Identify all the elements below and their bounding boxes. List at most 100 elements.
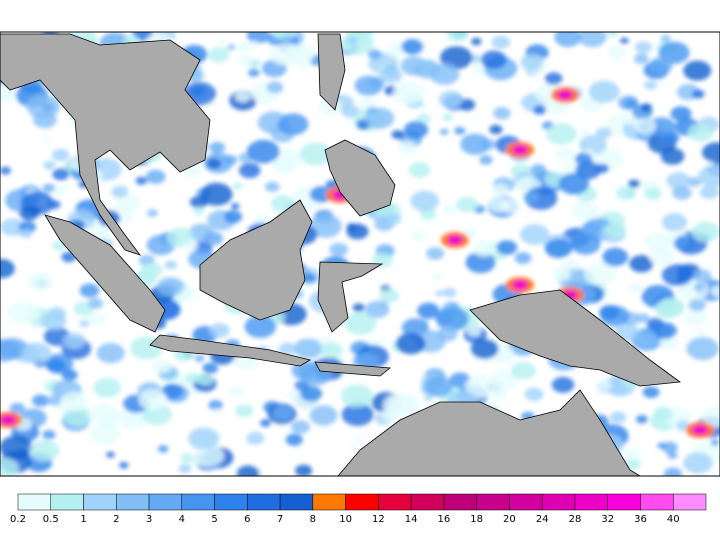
rain-cell	[188, 427, 220, 450]
rain-cell	[340, 384, 374, 408]
colorbar-label: 0.2	[10, 514, 26, 525]
rain-cell	[667, 451, 678, 459]
rain-cell	[609, 411, 627, 424]
rain-cell	[442, 113, 454, 122]
rain-cell	[300, 385, 323, 402]
rain-cell	[380, 67, 403, 84]
rain-cell	[544, 238, 573, 259]
rain-cell	[246, 431, 265, 445]
rain-cell	[329, 242, 349, 257]
rain-cell	[520, 224, 550, 245]
rain-cell	[554, 32, 582, 47]
rain-cell	[346, 35, 358, 44]
colorbar-label: 16	[438, 514, 451, 525]
rain-cell	[640, 103, 653, 112]
rain-cell	[530, 164, 547, 176]
rain-cell	[147, 209, 159, 217]
rain-cell	[490, 370, 519, 390]
rain-cell	[135, 176, 147, 185]
colorbar-swatch	[476, 493, 510, 511]
rain-cell	[391, 130, 405, 140]
land	[0, 33, 682, 476]
colorbar-swatch	[410, 493, 445, 511]
rain-cell	[683, 452, 713, 474]
rain-cell	[164, 260, 178, 270]
lesser-sunda	[314, 361, 392, 377]
rain-cell	[466, 326, 482, 337]
rain-cell	[388, 394, 421, 418]
colorbar-swatch	[345, 493, 379, 511]
rain-cell	[606, 45, 627, 60]
colorbar-swatch	[148, 493, 183, 511]
rain-cell	[260, 419, 271, 427]
rain-cell	[87, 297, 104, 309]
rain-cell	[670, 106, 692, 122]
rain-cell	[602, 247, 629, 267]
rain-cell	[346, 223, 369, 240]
colorbar-label: 4	[179, 514, 185, 525]
rain-cell	[208, 400, 223, 411]
rain-cell	[249, 41, 260, 49]
rain-cell	[552, 267, 572, 282]
colorbar-label: 18	[470, 514, 483, 525]
rain-cell	[295, 464, 313, 476]
rain-cell	[378, 288, 400, 303]
rain-cell	[298, 62, 309, 70]
colorbar-label: 28	[569, 514, 582, 525]
rain-cell	[246, 32, 271, 44]
rain-cell	[644, 80, 658, 90]
rain-cell	[574, 152, 593, 166]
rain-cell	[111, 185, 129, 198]
rain-cell	[479, 155, 493, 165]
rain-cell	[194, 354, 205, 362]
colorbar-swatch	[509, 493, 543, 511]
colorbar-label: 40	[667, 514, 680, 525]
rain-cell	[699, 185, 720, 200]
rain-cell	[392, 81, 426, 105]
rain-cell	[79, 283, 100, 298]
rain-cell	[264, 181, 280, 193]
rain-cell	[193, 206, 205, 215]
rain-cell	[710, 285, 720, 298]
rain-cell	[693, 282, 706, 292]
colorbar-swatch	[181, 493, 215, 511]
heavy-rain-core	[512, 280, 528, 290]
rain-cell	[26, 272, 54, 291]
rain-cell	[710, 439, 720, 447]
rain-cell	[443, 204, 457, 215]
rain-cell	[302, 272, 317, 283]
rain-cell	[411, 231, 426, 241]
rain-cell	[500, 198, 522, 214]
rain-cell	[595, 127, 612, 139]
rain-cell	[635, 41, 652, 54]
rain-cell	[375, 338, 386, 346]
rain-cell	[202, 362, 219, 374]
rain-cell	[196, 373, 214, 386]
rain-cell	[472, 240, 496, 257]
rain-cell	[178, 464, 192, 474]
rain-cell	[364, 107, 395, 129]
rain-cell	[320, 342, 343, 359]
rain-cell	[19, 229, 33, 239]
rain-cell	[470, 338, 499, 359]
rain-cell	[424, 395, 433, 402]
rain-cell	[42, 138, 52, 145]
rain-cell	[438, 90, 464, 109]
rain-cell	[431, 272, 442, 281]
rain-cell	[694, 328, 705, 337]
rain-cell	[204, 231, 224, 246]
colorbar-label: 5	[211, 514, 217, 525]
rain-cell	[437, 326, 458, 342]
rain-cell	[401, 38, 424, 55]
rain-cell	[456, 196, 479, 213]
australia	[337, 389, 641, 476]
rain-cell	[285, 433, 303, 446]
rain-cell	[32, 394, 50, 407]
rain-cell	[42, 183, 55, 193]
rain-cell	[386, 213, 402, 225]
colorbar-swatch	[247, 493, 281, 511]
rain-cell	[60, 391, 88, 412]
heavy-rain-core	[0, 415, 16, 425]
colorbar-label: 14	[405, 514, 418, 525]
rain-cell	[119, 461, 129, 469]
